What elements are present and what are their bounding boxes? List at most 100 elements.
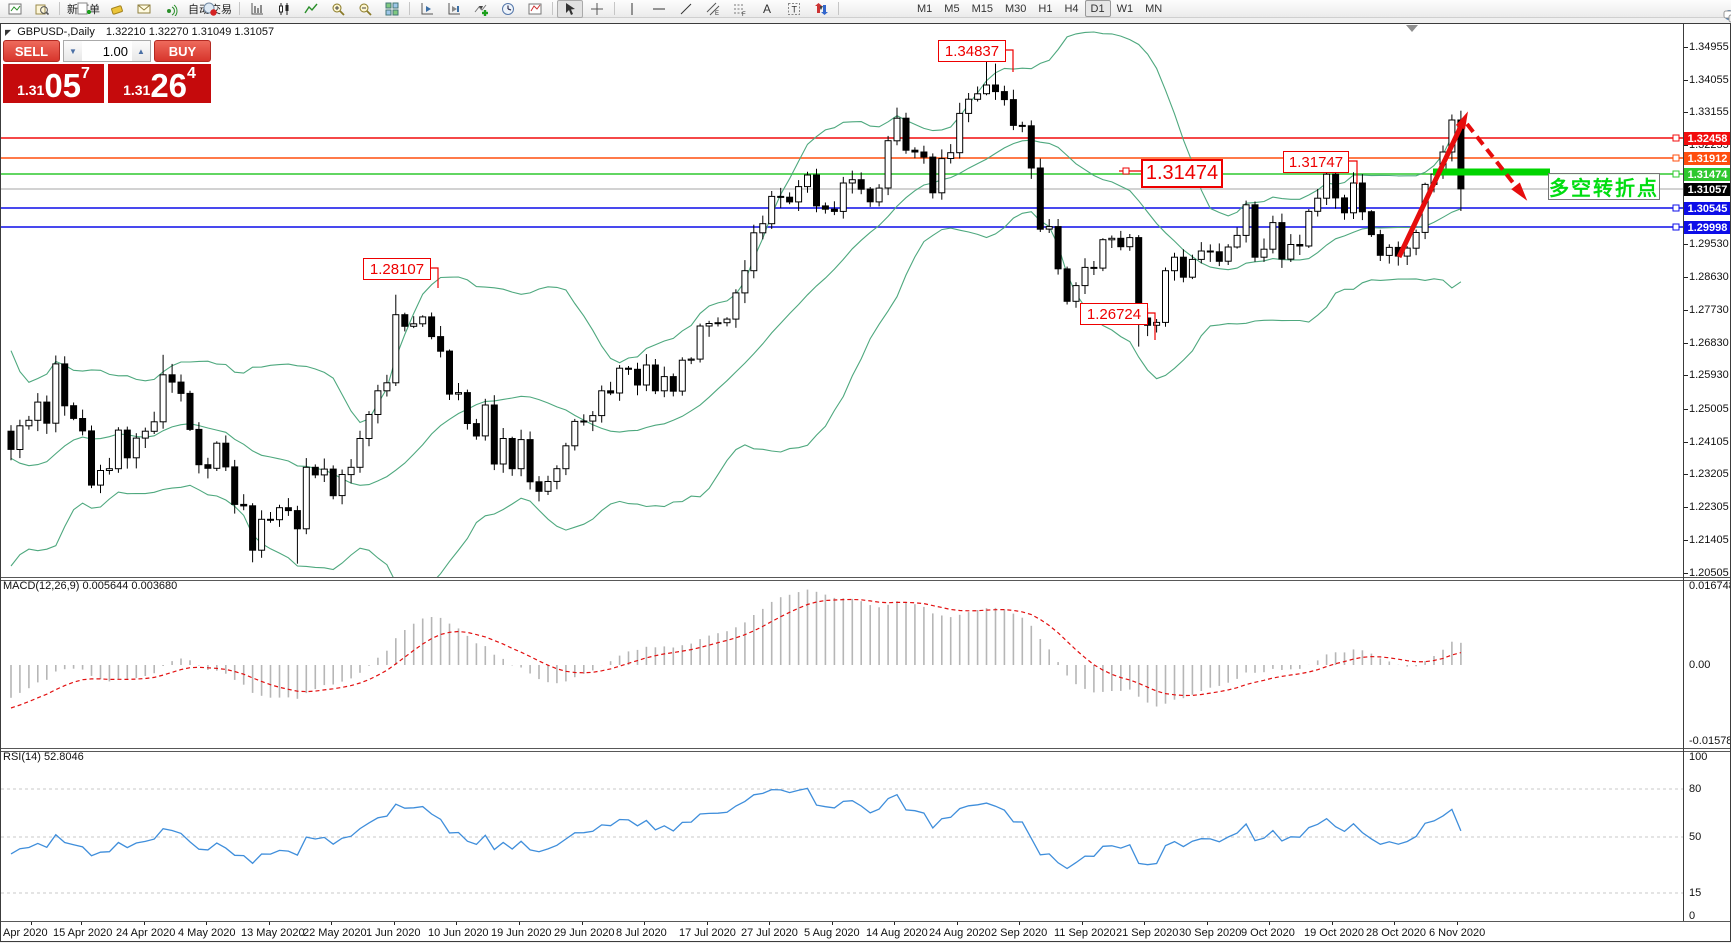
timeframe-toolbar: M1 M5 M15 M30 H1 H4 D1 W1 MN (911, 0, 1168, 17)
buy-price-sup: 4 (187, 65, 196, 82)
arrows-tool[interactable]: ▼ (808, 0, 834, 18)
new-order-button[interactable]: 新订单 (64, 0, 103, 18)
volume-increase-button[interactable]: ▲ (132, 41, 150, 61)
date-axis-label: 8 Jul 2020 (616, 927, 667, 939)
zoom-out-icon[interactable] (352, 0, 378, 18)
date-axis-label: 19 Oct 2020 (1304, 927, 1364, 939)
date-axis-label: 9 Oct 2020 (1241, 927, 1295, 939)
chart-shift-marker[interactable] (1406, 25, 1418, 32)
price-axis-tick: 1.34955 (1689, 41, 1729, 53)
price-axis-tick: 1.29530 (1689, 238, 1729, 250)
signals-icon[interactable] (158, 0, 184, 18)
rsi-axis-tick: 80 (1689, 783, 1702, 795)
timeframe-h4[interactable]: H4 (1064, 2, 1079, 15)
bar-chart-mode-icon[interactable] (244, 0, 270, 18)
timeframe-m5[interactable]: M5 (944, 2, 960, 15)
candlestick-mode-icon[interactable] (271, 0, 297, 18)
panel-separator[interactable] (1, 577, 1730, 578)
sell-price-display[interactable]: 1.31 05 7 (3, 64, 104, 103)
date-axis-tickmark (1019, 921, 1020, 925)
volume-input[interactable]: 1.00 (102, 43, 128, 59)
rsi-indicator-chart[interactable] (1, 0, 1683, 921)
price-callout[interactable]: 1.34837 (938, 40, 1006, 62)
charts-window-icon[interactable] (2, 0, 28, 18)
trendline-tool[interactable] (673, 0, 699, 18)
price-level-label[interactable]: 1.29998 (1684, 221, 1731, 234)
svg-text:F: F (742, 12, 746, 16)
price-axis-tickmark (1684, 80, 1688, 81)
indicators-icon[interactable]: ▼ (468, 0, 494, 18)
timeframe-m30[interactable]: M30 (1004, 2, 1027, 15)
text-tool[interactable]: A (762, 1, 771, 16)
macd-label: MACD(12,26,9) 0.005644 0.003680 (3, 580, 178, 592)
one-click-trading-panel: SELL ▼ 1.00 ▲ BUY 1.31 05 7 1.31 26 4 (3, 40, 211, 103)
styler-icon[interactable] (104, 0, 130, 18)
timeframe-d1[interactable]: D1 (1084, 0, 1111, 17)
buy-button[interactable]: BUY (154, 40, 211, 62)
date-axis-label: 19 Jun 2020 (491, 927, 552, 939)
price-level-label[interactable]: 1.30545 (1684, 202, 1731, 215)
price-axis-tick: 1.26830 (1689, 337, 1729, 349)
volume-stepper: ▼ 1.00 ▲ (63, 40, 151, 62)
tile-windows-icon[interactable] (379, 0, 405, 18)
price-axis-tick: 1.23205 (1689, 468, 1729, 480)
vertical-line-tool[interactable] (619, 0, 645, 18)
mail-icon[interactable] (131, 0, 157, 18)
price-axis-tick: 1.21405 (1689, 534, 1729, 546)
timeframe-m15[interactable]: M15 (971, 2, 993, 15)
zoom-in-icon[interactable] (325, 0, 351, 18)
date-axis-tickmark (707, 921, 708, 925)
chart-background[interactable] (1, 24, 1730, 941)
timeframe-mn[interactable]: MN (1145, 2, 1163, 15)
chart-frame-bottom (0, 941, 1731, 942)
price-callout[interactable]: 1.26724 (1080, 303, 1148, 325)
rsi-axis-tick: 100 (1689, 751, 1708, 763)
equidistant-channel-tool[interactable]: E (700, 0, 726, 18)
chat-icon[interactable] (1723, 9, 1731, 24)
price-level-label[interactable]: 1.31474 (1684, 168, 1731, 181)
panel-separator[interactable] (1, 748, 1730, 749)
price-axis-tick: 1.27730 (1689, 304, 1729, 316)
macd-indicator-chart[interactable] (1, 0, 1683, 748)
toolbar-separator (409, 2, 410, 15)
buy-price-display[interactable]: 1.31 26 4 (108, 64, 211, 103)
periods-icon[interactable]: ▼ (495, 0, 521, 18)
timeframe-m1[interactable]: M1 (917, 2, 933, 15)
templates-icon[interactable]: ▼ (522, 0, 548, 18)
auto-scroll-icon[interactable] (441, 0, 467, 18)
panel-separator[interactable] (1, 580, 1730, 581)
price-callout[interactable]: 1.28107 (363, 258, 431, 280)
line-chart-mode-icon[interactable] (298, 0, 324, 18)
autotrading-button[interactable]: 自动交易 (185, 0, 235, 18)
symbol-name: GBPUSD-,Daily (17, 26, 95, 38)
price-callout[interactable]: 1.31747 (1283, 151, 1349, 173)
timeframe-h1[interactable]: H1 (1038, 2, 1053, 15)
price-level-label[interactable]: 1.31912 (1684, 152, 1731, 165)
price-level-label[interactable]: 1.31057 (1684, 183, 1731, 196)
price-axis-tickmark (1684, 343, 1688, 344)
volume-decrease-button[interactable]: ▼ (64, 41, 82, 61)
sell-price-main: 05 (44, 66, 82, 104)
price-axis-tickmark (1684, 474, 1688, 475)
sell-button[interactable]: SELL (3, 40, 60, 62)
text-label-tool[interactable]: T (781, 0, 807, 18)
crosshair-tool[interactable] (584, 0, 610, 18)
horizontal-line-tool[interactable] (646, 0, 672, 18)
fibonacci-tool[interactable]: F (727, 0, 753, 18)
price-callout[interactable]: 1.31474 (1141, 159, 1223, 188)
price-axis-line (1683, 24, 1684, 921)
profiles-icon[interactable] (29, 0, 55, 18)
main-price-chart[interactable] (1, 0, 1683, 577)
turning-point-label[interactable]: 多空转折点 (1548, 173, 1660, 200)
toolbar-separator (59, 2, 60, 15)
date-axis-tickmark (1144, 921, 1145, 925)
date-axis-tickmark (456, 921, 457, 925)
rsi-label: RSI(14) 52.8046 (3, 751, 84, 763)
date-axis-label: 21 Sep 2020 (1116, 927, 1179, 939)
timeframe-w1[interactable]: W1 (1116, 2, 1134, 15)
date-axis-tickmark (519, 921, 520, 925)
chart-shift-icon[interactable] (414, 0, 440, 18)
cursor-tool[interactable] (557, 0, 583, 18)
panel-separator[interactable] (1, 751, 1730, 752)
price-level-label[interactable]: 1.32458 (1684, 132, 1731, 145)
